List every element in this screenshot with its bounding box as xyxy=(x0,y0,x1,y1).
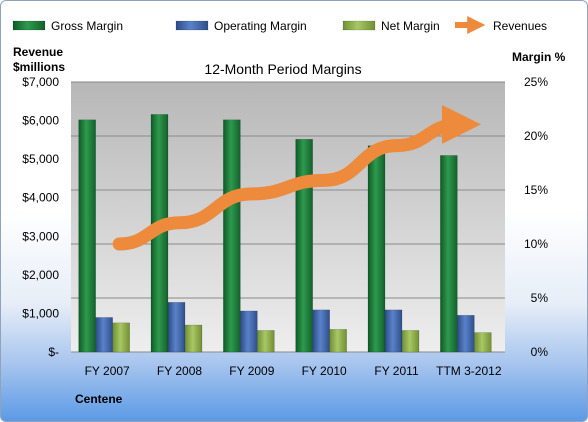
left-axis-ticks: $- $1,000 $2,000 $3,000 $4,000 $5,000 $6,000 $7… xyxy=(22,75,59,359)
legend-swatch xyxy=(175,20,209,31)
left-tick-label: $5,000 xyxy=(22,152,59,166)
revenues-line xyxy=(112,104,481,251)
left-tick-label: $1,000 xyxy=(22,306,59,320)
x-tick-label: FY 2009 xyxy=(229,364,274,378)
legend-swatch xyxy=(12,20,46,31)
net-margin-bar xyxy=(257,330,275,353)
left-axis-title-line1: Revenue xyxy=(13,45,63,59)
right-axis-ticks: 0% 5% 10% 15% 20% 25% xyxy=(524,75,548,359)
net-margin-bar xyxy=(329,329,347,353)
x-tick-label: FY 2007 xyxy=(85,364,130,378)
legend-label: Revenues xyxy=(493,19,547,33)
net-margin-bar xyxy=(401,330,420,353)
x-tick-label: TTM 3-2012 xyxy=(436,364,502,378)
x-tick-label: FY 2011 xyxy=(374,364,419,378)
operating-margin-bar xyxy=(167,302,186,353)
operating-margin-bar xyxy=(384,309,403,353)
right-tick-label: 15% xyxy=(524,183,548,197)
net-margin-bar xyxy=(184,324,203,353)
chart-title: 12-Month Period Margins xyxy=(204,61,361,77)
left-tick-label: $6,000 xyxy=(22,114,59,128)
revenue-line xyxy=(112,104,481,251)
legend-label: Operating Margin xyxy=(214,19,307,33)
gross-margin-bar xyxy=(223,119,241,353)
left-tick-label: $4,000 xyxy=(22,191,59,205)
x-axis-ticks: FY 2007 FY 2008 FY 2009 FY 2010 FY 2011 TTM 3… xyxy=(85,364,502,378)
company-name: Centene xyxy=(75,392,123,406)
gross-margin-bar xyxy=(78,119,96,353)
legend-label: Gross Margin xyxy=(51,19,123,33)
left-tick-label: $- xyxy=(48,345,59,359)
operating-margin-bar xyxy=(312,309,330,353)
gross-margin-bar xyxy=(295,138,313,353)
net-margin-bar xyxy=(112,322,130,353)
right-tick-label: 20% xyxy=(524,129,548,143)
x-tick-label: FY 2008 xyxy=(157,364,202,378)
right-tick-label: 0% xyxy=(531,345,549,359)
gross-margin-bar xyxy=(440,155,458,353)
left-tick-label: $3,000 xyxy=(22,229,59,243)
net-margin-bar xyxy=(474,332,492,353)
legend: Gross Margin Operating Margin Net Margin Re… xyxy=(12,16,547,34)
x-tick-label: FY 2010 xyxy=(302,364,347,378)
right-tick-label: 5% xyxy=(531,291,549,305)
right-axis-title: Margin % xyxy=(512,50,566,64)
legend-swatch xyxy=(342,20,376,31)
left-tick-label: $2,000 xyxy=(22,268,59,282)
left-tick-label: $7,000 xyxy=(22,75,59,89)
operating-margin-bar xyxy=(457,315,475,353)
operating-margin-bar xyxy=(95,317,113,353)
right-tick-label: 25% xyxy=(524,75,548,89)
operating-margin-bar xyxy=(240,310,258,353)
right-tick-label: 10% xyxy=(524,237,548,251)
bars xyxy=(78,114,492,353)
gross-margin-bar xyxy=(367,145,386,353)
legend-label: Net Margin xyxy=(381,19,440,33)
left-axis-title-line2: $millions xyxy=(13,60,65,74)
